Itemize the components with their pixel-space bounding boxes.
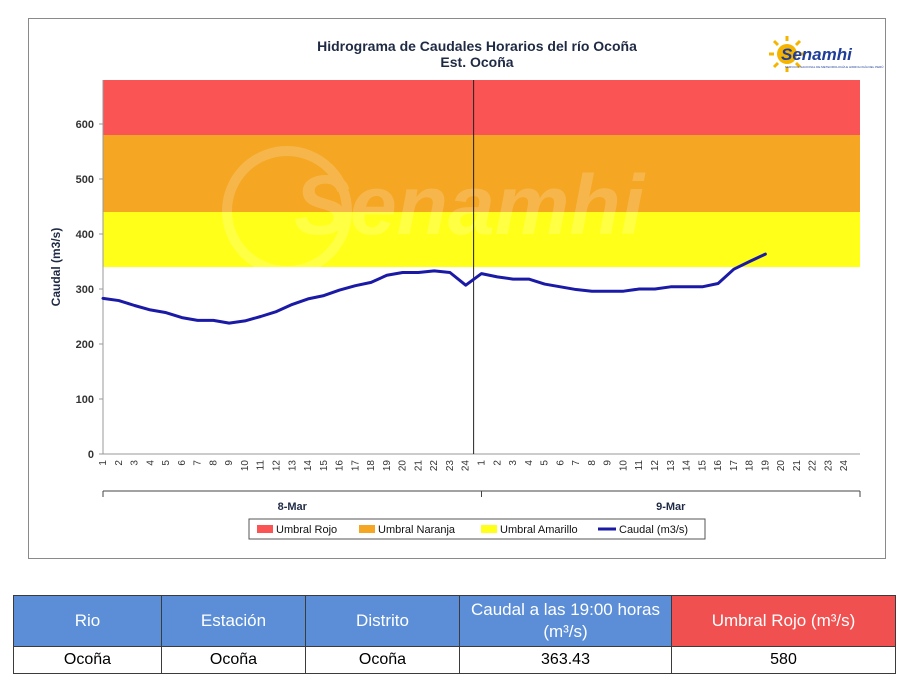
x-tick-label: 22 bbox=[429, 460, 440, 472]
x-tick-label: 14 bbox=[682, 460, 693, 472]
x-tick-label: 16 bbox=[335, 460, 346, 472]
x-tick-label: 2 bbox=[492, 460, 503, 466]
legend-label: Umbral Amarillo bbox=[500, 524, 578, 536]
legend-swatch bbox=[257, 525, 273, 533]
x-tick-label: 19 bbox=[382, 460, 393, 472]
x-tick-label: 1 bbox=[98, 460, 109, 466]
x-tick-label: 3 bbox=[130, 460, 141, 466]
day-label: 9-Mar bbox=[656, 501, 686, 513]
x-tick-label: 17 bbox=[729, 460, 740, 472]
x-tick-label: 9 bbox=[603, 460, 614, 466]
cell-umbral-rojo: 580 bbox=[671, 646, 896, 674]
y-tick-label: 100 bbox=[76, 394, 94, 406]
x-tick-label: 22 bbox=[808, 460, 819, 472]
watermark-text: Senamhi bbox=[294, 158, 646, 252]
x-tick-label: 24 bbox=[461, 460, 472, 472]
legend-box bbox=[248, 518, 706, 540]
x-tick-label: 6 bbox=[555, 460, 566, 466]
x-tick-label: 4 bbox=[145, 460, 156, 466]
x-tick-label: 19 bbox=[760, 460, 771, 472]
header-distrito: Distrito bbox=[305, 595, 460, 647]
header-umbral-rojo: Umbral Rojo (m³/s) bbox=[671, 595, 896, 647]
x-tick-label: 21 bbox=[792, 460, 803, 472]
header-rio: Rio bbox=[13, 595, 162, 647]
cell-distrito: Ocoña bbox=[305, 646, 460, 674]
senamhi-logo: Senamhi SERVICIO NACIONAL DE METEOROLOGÍ… bbox=[769, 36, 883, 72]
band-umbral-naranja bbox=[103, 135, 860, 212]
table-row: Ocoña Ocoña Ocoña 363.43 580 bbox=[13, 646, 896, 674]
cell-rio: Ocoña bbox=[13, 646, 162, 674]
y-tick-label: 400 bbox=[76, 229, 94, 241]
logo-text: Senamhi bbox=[781, 45, 853, 64]
x-tick-label: 6 bbox=[177, 460, 188, 466]
x-tick-label: 10 bbox=[240, 460, 251, 472]
x-tick-label: 7 bbox=[193, 460, 204, 466]
senamhi-watermark: Senamhi bbox=[222, 146, 646, 276]
series-line-caudal bbox=[101, 252, 767, 325]
x-tick-label: 15 bbox=[319, 460, 330, 472]
x-tick-label: 11 bbox=[634, 460, 645, 471]
watermark-sun-icon bbox=[222, 146, 352, 276]
series bbox=[101, 252, 767, 325]
threshold-bands bbox=[103, 80, 860, 267]
legend: Umbral Rojo Umbral Naranja Umbral Amarillo… bbox=[248, 518, 706, 540]
cell-estacion: Ocoña bbox=[161, 646, 306, 674]
x-tick-label: 17 bbox=[350, 460, 361, 472]
x-tick-label: 12 bbox=[650, 460, 661, 472]
data-table: Rio Estación Distrito Caudal a las 19:00… bbox=[13, 595, 896, 674]
x-tick-label: 23 bbox=[823, 460, 834, 472]
x-tick-label: 10 bbox=[618, 460, 629, 472]
chart-title: Hidrograma de Caudales Horarios del río … bbox=[317, 38, 637, 54]
day-label: 8-Mar bbox=[278, 501, 308, 513]
x-tick-label: 7 bbox=[571, 460, 582, 466]
band-umbral-amarillo bbox=[103, 212, 860, 267]
x-tick-label: 21 bbox=[413, 460, 424, 472]
y-tick-label: 300 bbox=[76, 284, 94, 296]
hydrograph-chart: Senamhi 0 100 200 300 400 500 600 Caudal (m3/s)… bbox=[49, 36, 883, 540]
x-tick-label: 8 bbox=[587, 460, 598, 466]
x-tick-label: 18 bbox=[745, 460, 756, 472]
x-tick-label: 3 bbox=[508, 460, 519, 466]
x-tick-label: 2 bbox=[114, 460, 125, 466]
legend-swatch bbox=[481, 525, 497, 533]
x-tick-label: 24 bbox=[839, 460, 850, 472]
legend-label: Umbral Rojo bbox=[276, 524, 337, 536]
header-estacion: Estación bbox=[161, 595, 306, 647]
x-tick-label: 13 bbox=[666, 460, 677, 472]
x-tick-label: 13 bbox=[287, 460, 298, 472]
x-tick-label: 1 bbox=[477, 460, 488, 466]
x-tick-label: 9 bbox=[224, 460, 235, 466]
x-tick-label: 23 bbox=[445, 460, 456, 472]
x-tick-label: 5 bbox=[540, 460, 551, 466]
logo-subtext: SERVICIO NACIONAL DE METEOROLOGÍA E HIDR… bbox=[785, 64, 883, 69]
titles: Hidrograma de Caudales Horarios del río … bbox=[317, 38, 637, 70]
x-tick-label: 20 bbox=[776, 460, 787, 472]
x-tick-label: 18 bbox=[366, 460, 377, 472]
y-tick-label: 200 bbox=[76, 339, 94, 351]
y-tick-label: 500 bbox=[76, 174, 94, 186]
x-tick-label: 14 bbox=[303, 460, 314, 472]
x-tick-label: 16 bbox=[713, 460, 724, 472]
x-tick-label: 4 bbox=[524, 460, 535, 466]
band-umbral-rojo bbox=[103, 80, 860, 135]
sun-icon bbox=[769, 36, 805, 72]
legend-swatch bbox=[359, 525, 375, 533]
y-tick-label: 0 bbox=[88, 449, 94, 461]
header-caudal: Caudal a las 19:00 horas (m³/s) bbox=[459, 595, 672, 647]
x-tick-label: 15 bbox=[697, 460, 708, 472]
x-tick-label: 8 bbox=[208, 460, 219, 466]
legend-label: Caudal (m3/s) bbox=[619, 524, 688, 536]
y-axis-label: Caudal (m3/s) bbox=[49, 228, 63, 307]
cell-caudal: 363.43 bbox=[459, 646, 672, 674]
y-tick-label: 600 bbox=[76, 119, 94, 131]
x-tick-label: 5 bbox=[161, 460, 172, 466]
x-tick-label: 12 bbox=[271, 460, 282, 472]
chart-subtitle: Est. Ocoña bbox=[440, 54, 513, 70]
table-header-row: Rio Estación Distrito Caudal a las 19:00… bbox=[13, 595, 896, 647]
chart-frame: Senamhi 0 100 200 300 400 500 600 Caudal (m3/s)… bbox=[28, 18, 886, 559]
x-tick-label: 20 bbox=[398, 460, 409, 472]
legend-label: Umbral Naranja bbox=[378, 524, 456, 536]
x-tick-label: 11 bbox=[256, 460, 267, 471]
